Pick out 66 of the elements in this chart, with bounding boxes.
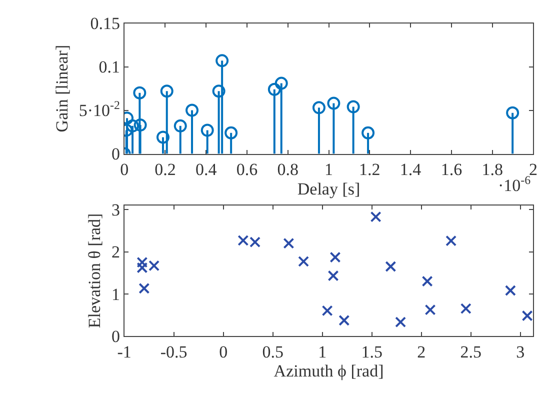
x-tick-label: 2 bbox=[528, 160, 538, 180]
x-tick-label: 1.5 bbox=[361, 342, 382, 362]
point bbox=[338, 314, 350, 326]
x-axis-title: Azimuth ϕ [rad] bbox=[274, 362, 384, 381]
point bbox=[312, 101, 326, 114]
x-tick-label: 1.6 bbox=[440, 160, 462, 180]
point bbox=[186, 104, 199, 117]
point bbox=[504, 284, 516, 296]
point bbox=[136, 256, 148, 268]
point bbox=[327, 96, 340, 110]
point bbox=[422, 276, 433, 287]
x-axis-title: Delay [s] bbox=[297, 180, 360, 199]
point bbox=[522, 310, 533, 322]
x-tick-label: 0.5 bbox=[262, 342, 284, 362]
x-tick-label: 2.5 bbox=[460, 342, 482, 362]
x-tick-label: 1.8 bbox=[482, 160, 503, 180]
y-tick-label: 0.15 bbox=[90, 14, 120, 34]
point bbox=[212, 84, 226, 98]
y-axis-title: Elevation θ [rad] bbox=[85, 213, 104, 328]
point bbox=[395, 316, 406, 328]
point bbox=[330, 252, 341, 263]
point bbox=[298, 256, 310, 267]
x-tick-label: -1 bbox=[117, 342, 132, 362]
x-tick-label: 0.6 bbox=[236, 160, 258, 180]
x-tick-label: 0.8 bbox=[277, 160, 299, 180]
x-tick-label: 1 bbox=[324, 160, 334, 180]
x-tick-label: 1.2 bbox=[359, 160, 380, 180]
y-tick-label: 0 bbox=[111, 144, 120, 164]
point bbox=[385, 261, 396, 272]
x-tick-label: 3 bbox=[516, 342, 525, 362]
point bbox=[216, 54, 229, 68]
point bbox=[446, 235, 457, 246]
x-tick-label: 0.2 bbox=[154, 160, 176, 180]
point bbox=[268, 82, 281, 96]
point bbox=[134, 118, 147, 132]
x-tick-label: 0.4 bbox=[195, 160, 218, 180]
y-tick-label: 0.1 bbox=[98, 58, 120, 77]
x-tick-label: -0.5 bbox=[160, 342, 188, 362]
point bbox=[506, 106, 520, 120]
point bbox=[283, 238, 294, 249]
y-tick-label: 0 bbox=[111, 326, 120, 346]
x-tick-label: 0 bbox=[219, 342, 228, 362]
y-tick-label: 1 bbox=[111, 284, 120, 304]
point bbox=[328, 270, 339, 282]
y-axis-title: Gain [linear] bbox=[52, 44, 72, 132]
point bbox=[156, 130, 170, 144]
x-tick-label: 2 bbox=[417, 342, 426, 362]
point bbox=[133, 86, 146, 100]
x-tick-label: 1.4 bbox=[400, 160, 422, 180]
point bbox=[224, 126, 238, 140]
point bbox=[200, 124, 214, 137]
point bbox=[346, 100, 360, 114]
point bbox=[274, 76, 288, 90]
point bbox=[460, 303, 472, 314]
y-tick-label: 5·10$^{-2}$ bbox=[78, 98, 120, 120]
point bbox=[362, 126, 375, 140]
point bbox=[322, 305, 333, 316]
point bbox=[370, 211, 382, 222]
point bbox=[138, 282, 150, 294]
x-tick-label: 1 bbox=[318, 342, 327, 362]
point bbox=[174, 119, 187, 132]
point bbox=[126, 119, 140, 132]
y-tick-label: 2 bbox=[111, 242, 120, 262]
point bbox=[160, 84, 174, 98]
point bbox=[424, 304, 436, 316]
y-tick-label: 3 bbox=[111, 200, 120, 220]
